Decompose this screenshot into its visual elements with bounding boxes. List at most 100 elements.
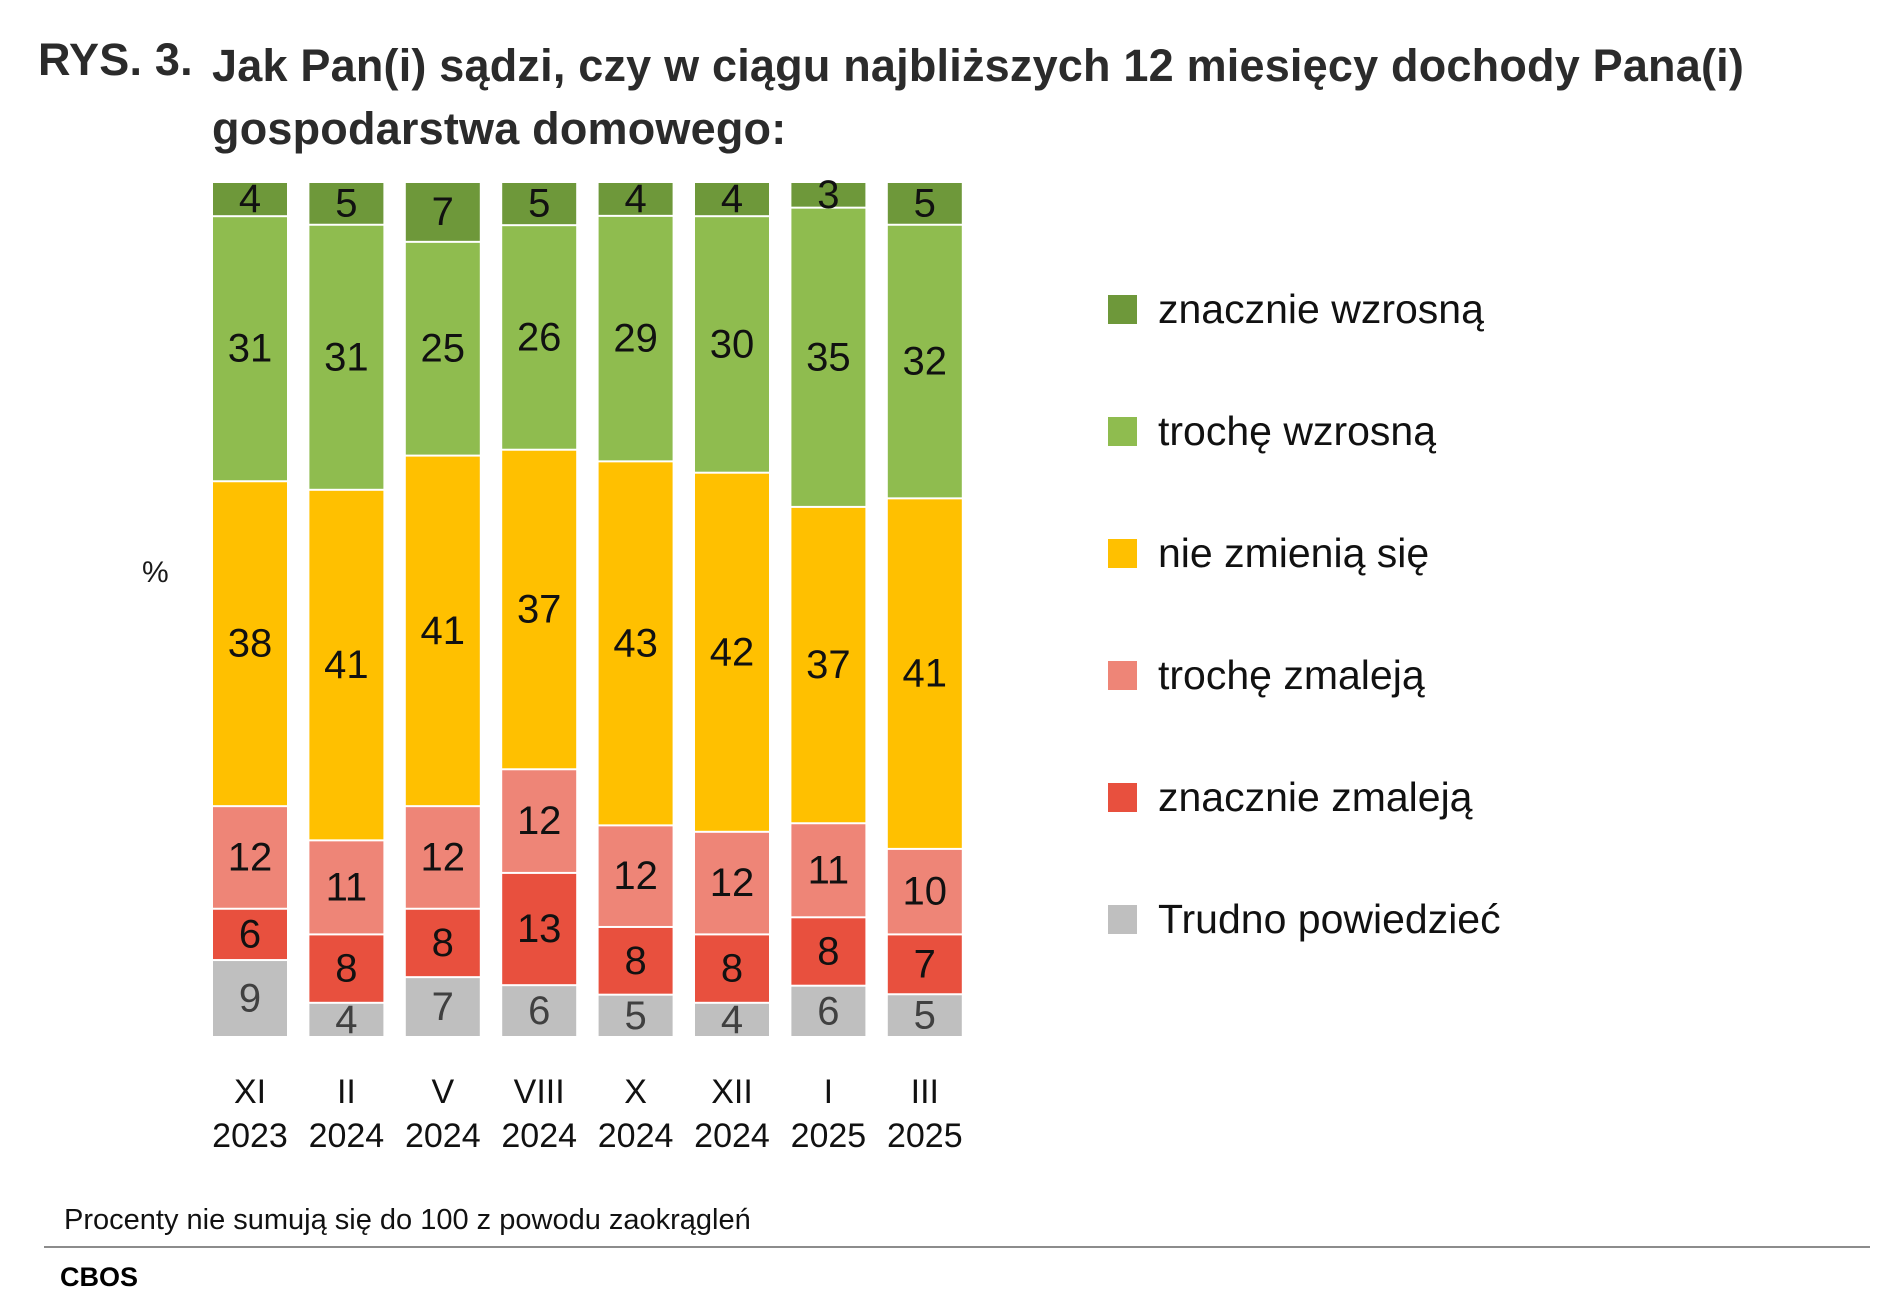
bar-segment xyxy=(791,208,866,506)
data-label: 11 xyxy=(326,865,368,909)
data-label: 12 xyxy=(228,835,273,879)
data-label: 26 xyxy=(517,315,562,359)
bar-segment xyxy=(598,826,673,926)
data-label: 43 xyxy=(613,621,658,665)
x-tick-label: X xyxy=(624,1073,647,1111)
bar-segment xyxy=(213,482,287,806)
bar-segment xyxy=(502,873,577,985)
data-label: 4 xyxy=(721,177,743,221)
bar-segment xyxy=(791,986,866,1036)
data-label: 38 xyxy=(228,622,273,666)
data-label: 7 xyxy=(914,942,936,986)
data-label: 37 xyxy=(806,643,851,687)
data-label: 11 xyxy=(808,848,850,892)
bar-segment xyxy=(213,909,287,960)
footnote: Procenty nie sumują się do 100 z powodu … xyxy=(64,1204,751,1236)
bar-segment xyxy=(887,935,962,994)
bar-segment xyxy=(213,217,287,481)
data-label: 5 xyxy=(624,994,646,1038)
x-tick-label: I xyxy=(824,1073,833,1111)
data-label: 12 xyxy=(710,861,755,905)
chart-legend: znacznie wzrosną trochę wzrosną nie zmieni… xyxy=(1108,248,1501,980)
bar-segment xyxy=(598,183,673,215)
bar-segment xyxy=(791,507,866,823)
legend-swatch xyxy=(1108,904,1137,934)
legend-label: nie zmienią się xyxy=(1158,529,1430,576)
data-label: 29 xyxy=(613,317,658,361)
x-tick-label: VIII xyxy=(514,1073,565,1111)
bar-segment xyxy=(695,473,769,831)
legend-swatch xyxy=(1108,782,1137,812)
bar-segment xyxy=(405,978,480,1036)
bar-segment xyxy=(405,456,480,806)
bar-segment xyxy=(791,183,866,207)
legend-item: trochę zmaleją xyxy=(1108,614,1501,736)
x-tick-label: III xyxy=(911,1073,939,1111)
bar-segment xyxy=(791,918,866,985)
bar-segment xyxy=(502,450,577,769)
data-label: 31 xyxy=(324,335,369,379)
data-label: 5 xyxy=(335,181,357,225)
data-label: 42 xyxy=(710,630,755,674)
bar-segment xyxy=(598,927,673,994)
bar-segment xyxy=(598,216,673,461)
bar-segment xyxy=(502,770,577,872)
x-tick-label: II xyxy=(337,1073,356,1111)
bar-segment xyxy=(405,807,480,908)
bar-segment xyxy=(695,832,769,934)
x-tick-label: 2024 xyxy=(694,1117,770,1155)
data-label: 4 xyxy=(721,998,743,1042)
data-label: 41 xyxy=(421,609,466,653)
x-tick-label: 2025 xyxy=(887,1117,963,1155)
chart-title: Jak Pan(i) sądzi, czy w ciągu najbliższy… xyxy=(212,40,1745,154)
y-axis-unit-label: % xyxy=(142,556,169,589)
bar-segment xyxy=(695,217,769,472)
bar-segment xyxy=(502,986,577,1036)
legend-swatch xyxy=(1108,538,1137,568)
bar-segment xyxy=(887,183,962,224)
data-label: 8 xyxy=(721,947,743,991)
legend-swatch xyxy=(1108,660,1137,690)
bar-segment xyxy=(213,807,287,908)
bar-segment xyxy=(598,462,673,825)
bar-segment xyxy=(213,183,287,216)
bar-segment xyxy=(695,1003,769,1036)
data-label: 8 xyxy=(335,947,357,991)
data-label: 4 xyxy=(624,177,646,221)
data-label: 4 xyxy=(335,998,357,1042)
bar-segment xyxy=(309,490,384,840)
bar-segment xyxy=(598,995,673,1036)
data-label: 12 xyxy=(517,799,562,843)
bar-segment xyxy=(309,1003,384,1036)
data-label: 41 xyxy=(903,652,948,696)
legend-label: trochę zmaleją xyxy=(1158,651,1425,698)
legend-item: Trudno powiedzieć xyxy=(1108,858,1501,980)
data-label: 41 xyxy=(324,643,369,687)
data-label: 31 xyxy=(228,327,273,371)
legend-item: trochę wzrosną xyxy=(1108,370,1501,492)
bar-segment xyxy=(309,225,384,489)
legend-label: trochę wzrosną xyxy=(1158,407,1437,454)
bar-segment xyxy=(502,226,577,449)
legend-item: nie zmienią się xyxy=(1108,492,1501,614)
data-label: 8 xyxy=(432,921,454,965)
data-label: 7 xyxy=(432,985,454,1029)
data-label: 4 xyxy=(239,177,261,221)
legend-item: znacznie zmaleją xyxy=(1108,736,1501,858)
bar-segment xyxy=(405,183,480,241)
bar-segment xyxy=(405,242,480,455)
data-label: 8 xyxy=(817,930,839,974)
legend-swatch xyxy=(1108,416,1137,446)
x-tick-label: 2025 xyxy=(791,1117,867,1155)
legend-item: znacznie wzrosną xyxy=(1108,248,1501,370)
legend-label: znacznie zmaleją xyxy=(1158,773,1473,820)
data-label: 13 xyxy=(517,907,562,951)
bar-segment xyxy=(309,841,384,934)
x-tick-label: 2024 xyxy=(405,1117,481,1155)
data-label: 12 xyxy=(613,854,658,898)
x-tick-label: V xyxy=(431,1073,454,1111)
data-label: 6 xyxy=(817,989,839,1033)
data-label: 32 xyxy=(903,340,948,384)
data-label: 6 xyxy=(239,912,261,956)
